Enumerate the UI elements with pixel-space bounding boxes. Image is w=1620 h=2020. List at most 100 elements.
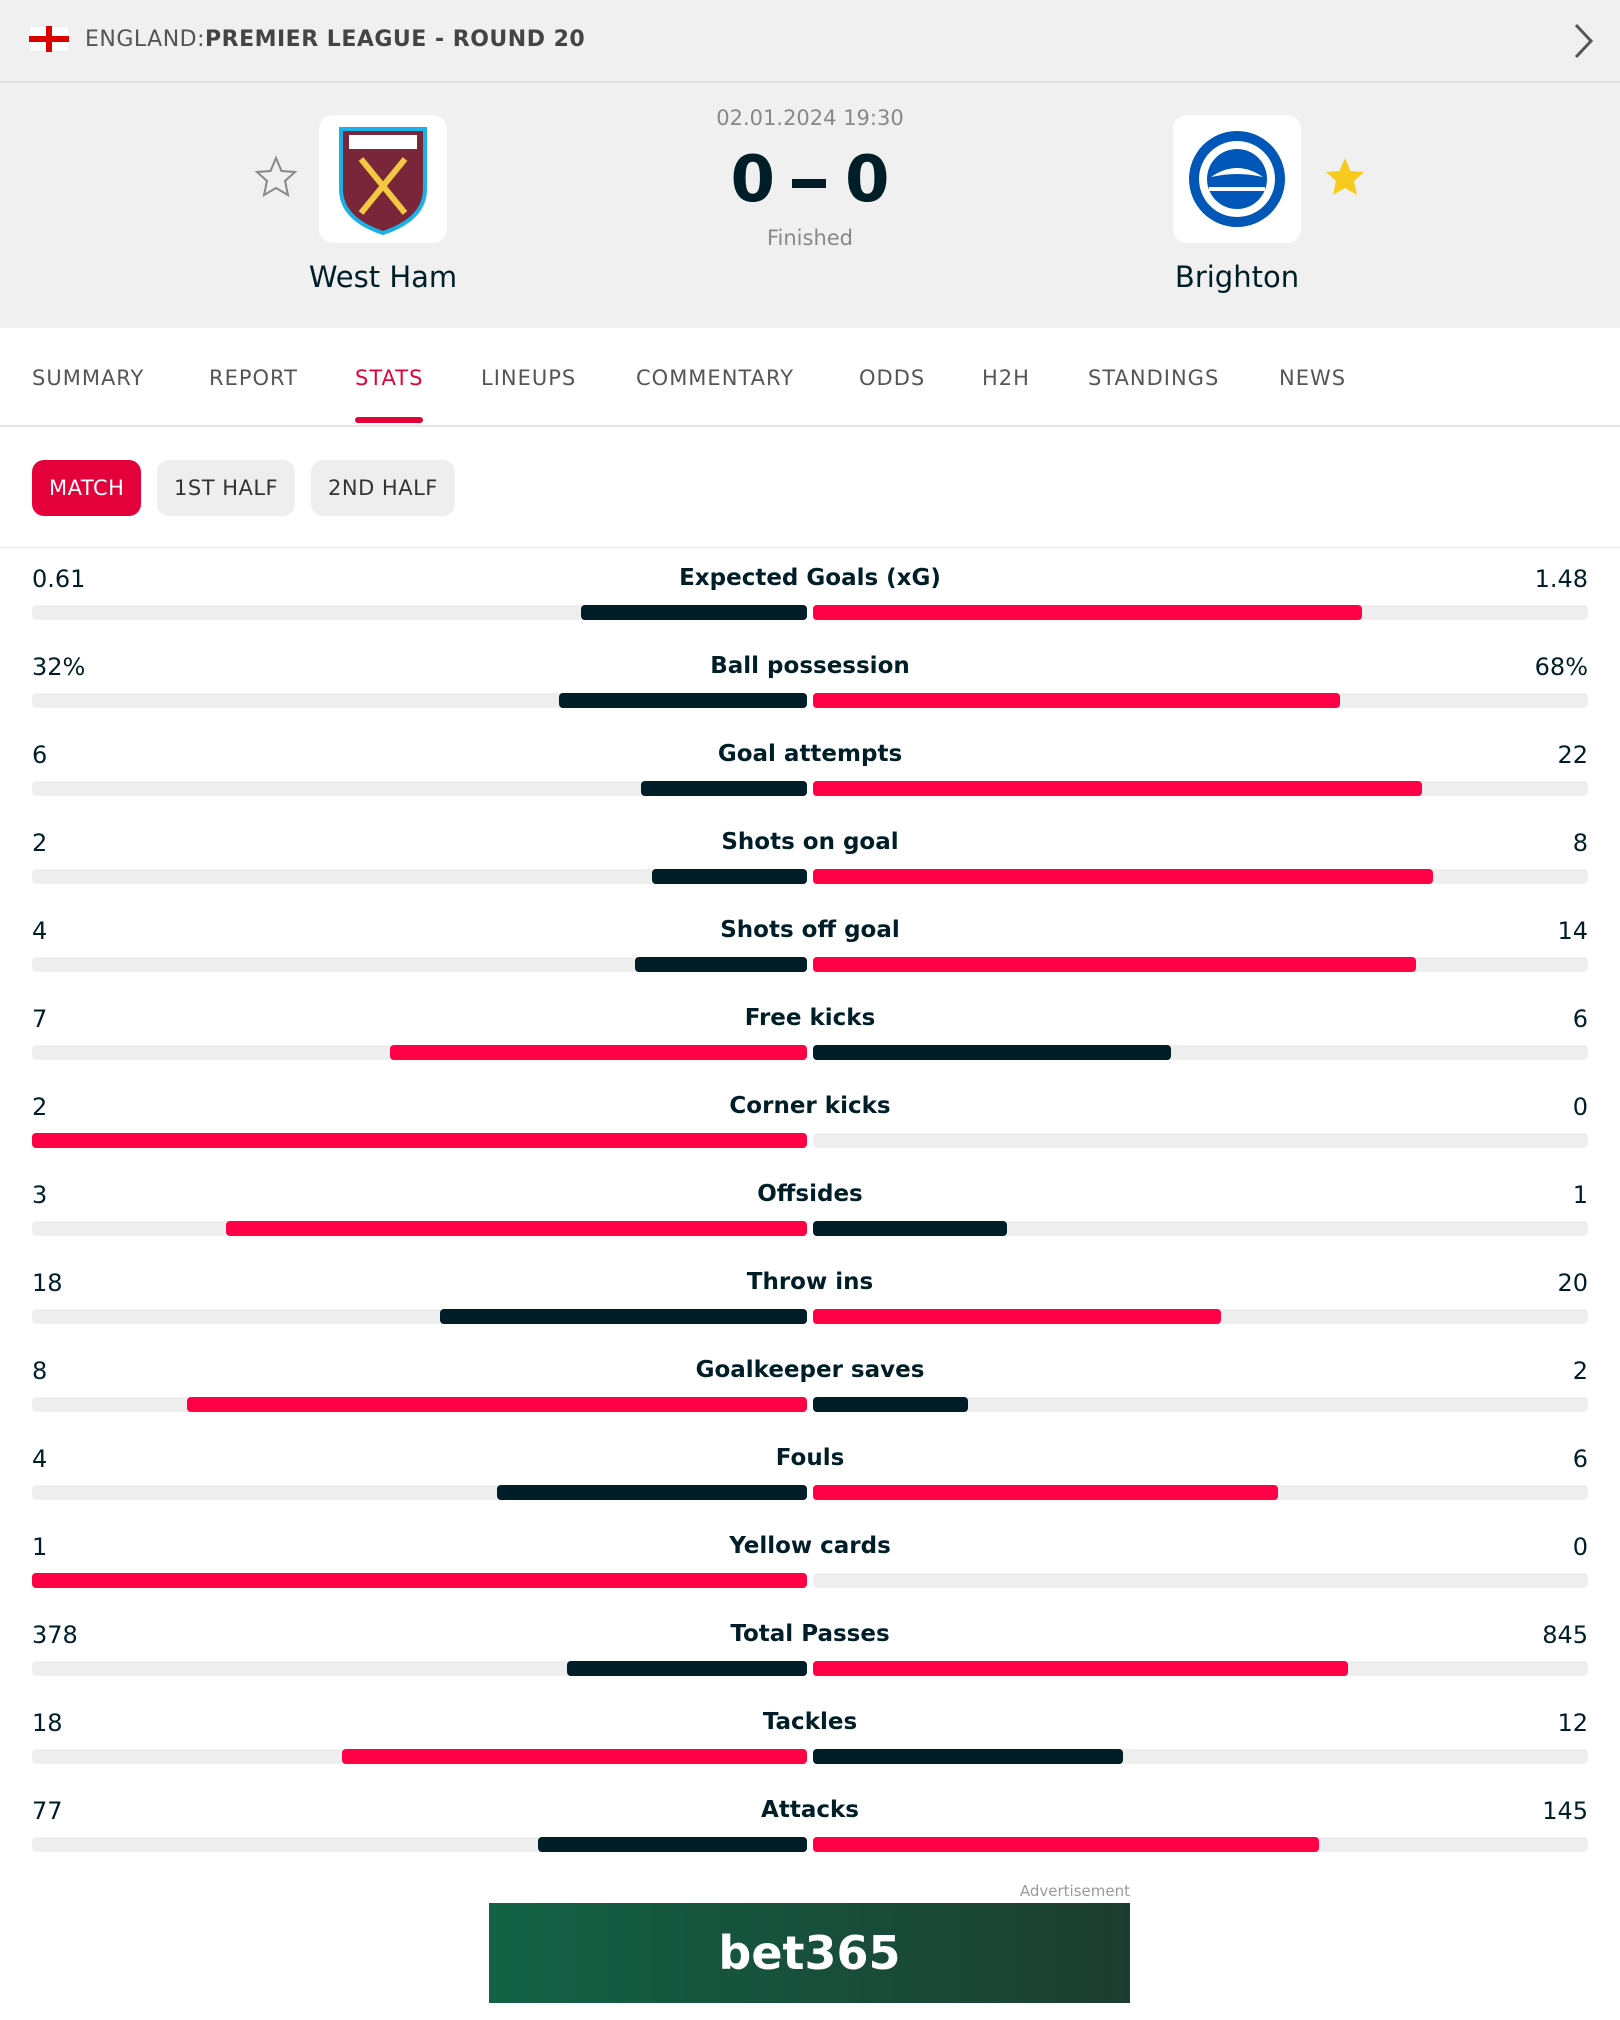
stat-row: 18 20 Throw ins — [0, 1269, 1620, 1349]
home-score: 0 — [730, 143, 775, 217]
home-bar — [439, 1309, 807, 1324]
tab[interactable]: LINEUPS — [481, 366, 577, 390]
tab[interactable]: STATS — [355, 366, 424, 390]
away-value: 20 — [1557, 1269, 1588, 1297]
stat-row: 0.61 1.48 Expected Goals (xG) — [0, 565, 1620, 645]
home-bar — [225, 1221, 807, 1236]
away-value: 14 — [1557, 917, 1588, 945]
tab[interactable]: REPORT — [209, 366, 298, 390]
home-bar — [187, 1397, 807, 1412]
league: PREMIER LEAGUE - ROUND 20 — [205, 27, 586, 52]
stat-name: Yellow cards — [729, 1533, 891, 1559]
away-bar — [813, 1309, 1221, 1324]
away-value: 22 — [1557, 741, 1588, 769]
away-value: 1.48 — [1534, 565, 1588, 593]
home-bar — [634, 957, 807, 972]
away-bar — [813, 957, 1416, 972]
track — [813, 1397, 1588, 1412]
period-button[interactable]: MATCH — [32, 460, 142, 516]
stat-row: 2 0 Corner kicks — [0, 1093, 1620, 1173]
tab[interactable]: STANDINGS — [1088, 366, 1220, 390]
stat-name: Expected Goals (xG) — [679, 565, 941, 591]
home-value: 18 — [32, 1709, 63, 1737]
favorite-star[interactable] — [254, 155, 298, 199]
tab[interactable]: H2H — [982, 366, 1030, 390]
favorite-star[interactable] — [1323, 155, 1367, 199]
away-value: 0 — [1572, 1093, 1588, 1121]
tab-underline — [355, 417, 423, 423]
away-team[interactable]: Brighton — [1174, 260, 1300, 294]
away-bar — [813, 1221, 1007, 1236]
home-value: 4 — [32, 1445, 48, 1473]
home-value: 8 — [32, 1357, 48, 1385]
away-value: 12 — [1557, 1709, 1588, 1737]
stat-row: 18 12 Tackles — [0, 1709, 1620, 1789]
stat-name: Free kicks — [744, 1005, 876, 1031]
home-value: 6 — [32, 741, 48, 769]
away-logo[interactable] — [1173, 115, 1301, 243]
away-value: 2 — [1572, 1357, 1588, 1385]
stat-name: Goal attempts — [717, 741, 903, 767]
home-bar — [652, 869, 807, 884]
track — [813, 1573, 1588, 1588]
away-bar — [813, 1837, 1320, 1852]
country: ENGLAND: — [85, 27, 206, 52]
home-value: 2 — [32, 1093, 48, 1121]
stat-row: 3 1 Offsides — [0, 1181, 1620, 1261]
track — [32, 869, 807, 884]
away-value: 0 — [1572, 1533, 1588, 1561]
chevron[interactable] — [1573, 22, 1595, 60]
home-value: 18 — [32, 1269, 63, 1297]
home-bar — [32, 1133, 807, 1148]
stat-row: 6 22 Goal attempts — [0, 741, 1620, 821]
home-logo[interactable] — [319, 115, 447, 243]
period-button[interactable]: 1ST HALF — [157, 460, 296, 516]
home-team[interactable]: West Ham — [308, 260, 458, 294]
away-value: 8 — [1572, 829, 1588, 857]
away-value: 6 — [1572, 1445, 1588, 1473]
stat-row: 77 145 Attacks — [0, 1797, 1620, 1877]
header[interactable]: ENGLAND: PREMIER LEAGUE - ROUND 20 — [0, 0, 1620, 83]
datetime: 02.01.2024 19:30 — [716, 106, 904, 130]
home-bar — [567, 1661, 807, 1676]
period-button[interactable]: 2ND HALF — [311, 460, 455, 516]
home-bar — [497, 1485, 807, 1500]
tab[interactable]: SUMMARY — [32, 366, 145, 390]
stat-name: Total Passes — [730, 1621, 890, 1647]
home-value: 2 — [32, 829, 48, 857]
home-value: 32% — [32, 653, 86, 681]
away-bar — [813, 1397, 968, 1412]
tab[interactable]: NEWS — [1279, 366, 1347, 390]
stat-row: 2 8 Shots on goal — [0, 829, 1620, 909]
home-bar — [580, 605, 807, 620]
tabs-divider — [0, 425, 1620, 427]
stat-row: 378 845 Total Passes — [0, 1621, 1620, 1701]
track — [32, 957, 807, 972]
tab[interactable]: ODDS — [859, 366, 926, 390]
stat-name: Attacks — [761, 1797, 859, 1823]
away-bar — [813, 693, 1340, 708]
home-bar — [538, 1837, 807, 1852]
stat-row: 8 2 Goalkeeper saves — [0, 1357, 1620, 1437]
home-bar — [32, 1573, 807, 1588]
home-value: 7 — [32, 1005, 48, 1033]
home-value: 3 — [32, 1181, 48, 1209]
home-value: 77 — [32, 1797, 63, 1825]
stat-name: Offsides — [757, 1181, 863, 1207]
away-bar — [813, 1661, 1349, 1676]
home-bar — [640, 781, 807, 796]
ad-banner[interactable]: bet365 — [489, 1903, 1130, 2003]
tab[interactable]: COMMENTARY — [636, 366, 795, 390]
stat-row: 1 0 Yellow cards — [0, 1533, 1620, 1613]
away-bar — [813, 869, 1433, 884]
match-header: West Ham 02.01.2024 19:30 0 0 Finished B… — [0, 83, 1620, 328]
home-value: 0.61 — [32, 565, 86, 593]
away-value: 845 — [1542, 1621, 1588, 1649]
away-value: 1 — [1572, 1181, 1588, 1209]
stat-row: 4 14 Shots off goal — [0, 917, 1620, 997]
track — [813, 1133, 1588, 1148]
score-dash — [792, 179, 826, 188]
stat-name: Shots on goal — [721, 829, 899, 855]
stat-name: Tackles — [762, 1709, 858, 1735]
